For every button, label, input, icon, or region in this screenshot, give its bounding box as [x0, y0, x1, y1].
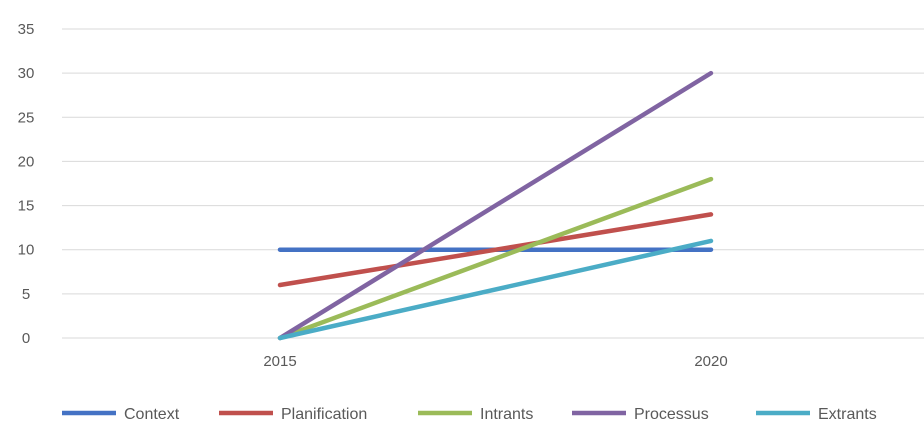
- legend-item-processus: Processus: [572, 406, 709, 423]
- y-tick-label: 20: [18, 153, 35, 170]
- y-tick-label: 15: [18, 198, 35, 215]
- y-tick-label: 0: [22, 330, 30, 347]
- legend: Context Planification Intrants Processus Ext…: [62, 406, 877, 423]
- legend-label: Planification: [281, 406, 367, 423]
- y-axis-tick-labels: 0 5 10 15 20 25 30 35: [18, 21, 35, 347]
- y-tick-label: 5: [22, 286, 30, 303]
- series-line-planification: [277, 212, 714, 288]
- legend-label: Processus: [634, 406, 709, 423]
- y-tick-label: 25: [18, 109, 35, 126]
- series-lines: [277, 70, 714, 341]
- legend-label: Extrants: [818, 406, 877, 423]
- legend-item-planification: Planification: [219, 406, 367, 423]
- y-tick-label: 30: [18, 65, 35, 82]
- legend-item-intrants: Intrants: [418, 406, 533, 423]
- legend-item-extrants: Extrants: [756, 406, 877, 423]
- x-tick-label: 2020: [694, 353, 727, 370]
- legend-label: Intrants: [480, 406, 533, 423]
- x-tick-label: 2015: [263, 353, 296, 370]
- y-tick-label: 35: [18, 21, 35, 38]
- y-tick-label: 10: [18, 242, 35, 259]
- legend-label: Context: [124, 406, 180, 423]
- series-line-extrants: [277, 238, 714, 341]
- series-line-intrants: [277, 176, 714, 341]
- x-axis-tick-labels: 2015 2020: [263, 353, 727, 370]
- series-line-processus: [277, 70, 714, 341]
- legend-item-context: Context: [62, 406, 180, 423]
